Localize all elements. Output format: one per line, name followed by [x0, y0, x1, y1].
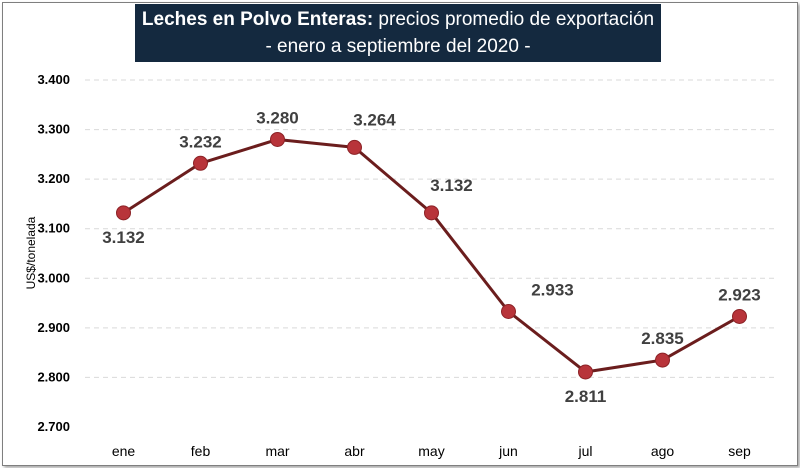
grid-lines	[85, 79, 778, 378]
data-point	[578, 364, 593, 380]
x-tick-label: may	[418, 443, 444, 459]
data-label: 3.132	[102, 228, 145, 247]
data-label: 2.923	[718, 285, 761, 304]
x-tick-label: abr	[344, 443, 365, 459]
data-label: 3.280	[256, 108, 299, 127]
y-axis-ticks: 2.700 2.800 2.900 3.000 3.100 3.200 3.300 3.400	[37, 72, 70, 434]
data-point	[655, 352, 670, 368]
x-tick-label: ago	[651, 443, 675, 459]
x-tick-label: mar	[265, 443, 289, 459]
x-tick-label: jun	[498, 443, 518, 459]
chart-title-bold: Leches en Polvo Enteras:	[141, 9, 374, 30]
x-axis-ticks: ene feb mar abr may jun jul ago sep	[112, 443, 751, 459]
data-label: 3.232	[179, 132, 222, 151]
data-point	[116, 205, 131, 221]
data-point	[347, 139, 362, 155]
data-label: 2.933	[531, 280, 574, 299]
y-tick-label: 3.000	[37, 270, 70, 285]
x-tick-label: sep	[728, 443, 751, 459]
x-tick-label: ene	[112, 443, 136, 459]
data-label: 2.811	[565, 387, 607, 406]
y-tick-label: 3.400	[37, 72, 70, 87]
data-label: 2.835	[641, 329, 684, 348]
data-point	[732, 308, 747, 324]
data-labels: 3.132 3.232 3.280 3.264 3.132 2.933 2.811 2.835…	[102, 108, 761, 405]
data-label: 3.264	[353, 110, 396, 129]
y-tick-label: 2.700	[37, 419, 70, 434]
data-point	[501, 303, 516, 319]
x-tick-label: feb	[191, 443, 211, 459]
y-tick-label: 2.800	[37, 369, 70, 384]
y-tick-label: 2.900	[37, 320, 70, 335]
data-point	[270, 131, 285, 147]
chart-title: Leches en Polvo Enteras: precios promedi…	[135, 6, 661, 33]
y-tick-label: 3.100	[37, 221, 70, 236]
y-tick-label: 3.200	[37, 171, 70, 186]
data-point	[193, 155, 208, 171]
x-tick-label: jul	[577, 443, 592, 459]
data-label: 3.132	[430, 176, 473, 195]
chart-subtitle: - enero a septiembre del 2020 -	[265, 36, 531, 57]
chart-title-box: Leches en Polvo Enteras: precios promedi…	[135, 4, 661, 62]
y-axis-label: US$/tonelada	[24, 216, 38, 289]
series-markers	[116, 131, 747, 380]
y-tick-label: 3.300	[37, 122, 70, 137]
chart-title-rest: precios promedio de exportación	[373, 9, 655, 30]
data-point	[424, 205, 439, 221]
